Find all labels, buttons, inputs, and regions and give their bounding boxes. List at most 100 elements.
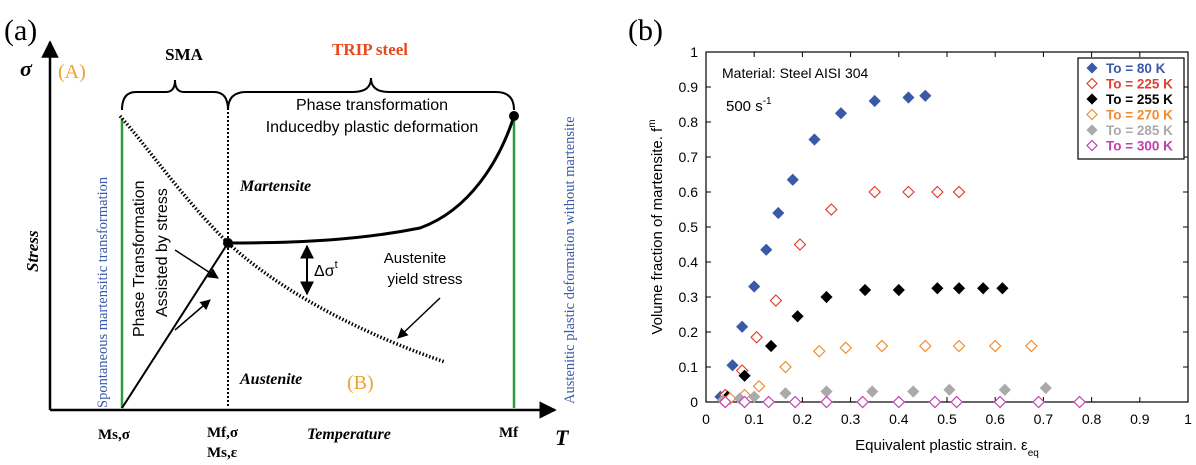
data-point-series-1 xyxy=(760,243,773,256)
data-point-series-4 xyxy=(752,379,766,393)
data-point-series-6 xyxy=(1073,395,1086,409)
data-point-series-4 xyxy=(839,341,853,355)
mf-sigma-point xyxy=(223,238,233,248)
data-point-series-6 xyxy=(856,395,869,409)
t-axis-symbol: T xyxy=(555,425,570,450)
tick-ms-sigma: Ms,σ xyxy=(98,427,131,443)
x-tick-label: 0.6 xyxy=(985,411,1005,427)
y-axis-title: Volume fraction of martensite. fm xyxy=(647,119,666,334)
stress-assisted-arrow-down xyxy=(174,249,219,279)
data-point-series-4 xyxy=(812,344,826,358)
sigma-axis-symbol: σ xyxy=(20,56,33,81)
delta-sigma-label: Δσt xyxy=(314,259,338,280)
legend-entry-label: To = 255 K xyxy=(1106,92,1173,107)
data-point-series-4 xyxy=(1025,339,1038,353)
data-point-series-1 xyxy=(868,94,881,108)
data-point-series-6 xyxy=(928,395,942,409)
y-tick-label: 0.3 xyxy=(679,289,699,305)
martensite-curve xyxy=(227,115,516,245)
data-point-series-6 xyxy=(950,395,963,409)
x-tick-label: 0.3 xyxy=(841,411,861,427)
legend-marker xyxy=(1086,124,1098,136)
legend-marker xyxy=(1086,77,1098,90)
austenitic-deformation-label: Austenitic plastic deformation without m… xyxy=(562,116,578,404)
data-point-series-5 xyxy=(907,385,920,398)
legend-entry-label: To = 225 K xyxy=(1106,77,1173,92)
y-tick-label: 0.7 xyxy=(679,149,699,165)
legend-marker xyxy=(1086,108,1098,121)
data-point-series-3 xyxy=(931,282,944,295)
stress-axis-label: Stress xyxy=(23,230,42,272)
x-tick-label: 0.2 xyxy=(793,411,813,427)
austenite-yield-line1: Austenite xyxy=(384,250,447,267)
legend-entry-label: To = 300 K xyxy=(1106,139,1173,154)
x-tick-label: 0 xyxy=(702,411,710,427)
panel-a-schematic: (a) σ (A) Stress T Temperature SMA TRIP … xyxy=(4,14,578,461)
rate-label: 500 s-1 xyxy=(726,96,772,115)
mf-point xyxy=(509,111,519,121)
data-point-series-3 xyxy=(765,339,778,353)
data-point-series-3 xyxy=(952,282,966,295)
region-b-label: (B) xyxy=(347,372,374,394)
legend-box xyxy=(1077,57,1185,160)
data-point-series-4 xyxy=(918,339,932,353)
data-point-series-3 xyxy=(738,369,751,382)
y-tick-label: 0.6 xyxy=(679,184,699,200)
spontaneous-transformation-label: Spontaneous martensitic transformation xyxy=(95,176,111,408)
legend-entry-label: To = 270 K xyxy=(1106,108,1173,123)
legend-marker xyxy=(1086,139,1098,152)
x-tick-label: 0.4 xyxy=(889,411,909,427)
phase-plastic-line2: Inducedby plastic deformation xyxy=(266,119,479,136)
austenite-yield-curve xyxy=(118,114,446,364)
data-point-series-5 xyxy=(943,383,956,396)
temperature-axis-label: Temperature xyxy=(307,426,391,443)
data-point-series-5 xyxy=(820,385,833,398)
data-point-series-1 xyxy=(834,107,848,120)
data-point-series-6 xyxy=(718,395,732,409)
x-axis-title: Equivalent plastic strain. εeq xyxy=(855,437,1039,459)
legend-entry-label: To = 80 K xyxy=(1106,61,1166,76)
x-tick-label: 0.9 xyxy=(1130,411,1150,427)
y-tick-label: 0.4 xyxy=(679,254,699,270)
stress-assisted-line2: Assisted by stress xyxy=(154,188,171,317)
tick-ms-eps: Ms,ε xyxy=(207,445,238,461)
sma-brace xyxy=(121,79,229,111)
data-point-series-6 xyxy=(1032,395,1045,409)
data-point-series-1 xyxy=(772,206,785,220)
tick-mf-sigma: Mf,σ xyxy=(207,425,239,441)
stress-assisted-arrow-right xyxy=(174,299,211,331)
tick-mf: Mf xyxy=(499,425,519,441)
y-tick-label: 0.2 xyxy=(679,324,699,340)
data-point-series-2 xyxy=(824,203,838,216)
data-point-series-2 xyxy=(931,185,944,199)
data-point-series-1 xyxy=(748,280,761,293)
sma-label: SMA xyxy=(165,45,204,64)
data-point-series-5 xyxy=(866,385,879,398)
x-tick-label: 0.7 xyxy=(1034,411,1054,427)
legend-entry-label: To = 285 K xyxy=(1106,123,1173,138)
y-tick-label: 0.8 xyxy=(679,114,699,130)
data-point-series-4 xyxy=(875,339,889,353)
data-point-series-3 xyxy=(791,310,804,323)
stress-assisted-line1: Phase Transformation xyxy=(131,180,148,337)
data-point-series-3 xyxy=(996,282,1009,295)
data-point-series-6 xyxy=(892,395,906,409)
data-point-series-3 xyxy=(977,282,990,295)
y-tick-label: 0.9 xyxy=(679,79,699,95)
phase-plastic-line1: Phase transformation xyxy=(296,97,448,114)
data-point-series-4 xyxy=(988,339,1002,353)
tick-layer: 0 0.1 0.2 0.3 0.4 0.5 0.6 0.7 0.8 0.9 1 0 0.1 0.2 0.3 0… xyxy=(679,44,1193,427)
austenite-label: Austenite xyxy=(239,371,302,388)
data-point-series-3 xyxy=(858,283,872,297)
data-point-series-2 xyxy=(750,330,763,344)
trip-label: TRIP steel xyxy=(332,40,408,59)
data-point-series-6 xyxy=(820,395,833,409)
y-tick-label: 0.1 xyxy=(679,359,699,375)
data-point-series-3 xyxy=(892,283,905,297)
legend-marker xyxy=(1086,93,1098,105)
data-point-series-6 xyxy=(762,395,776,409)
data-point-series-2 xyxy=(902,185,915,199)
y-tick-label: 0 xyxy=(690,394,698,410)
data-point-series-6 xyxy=(738,395,751,409)
